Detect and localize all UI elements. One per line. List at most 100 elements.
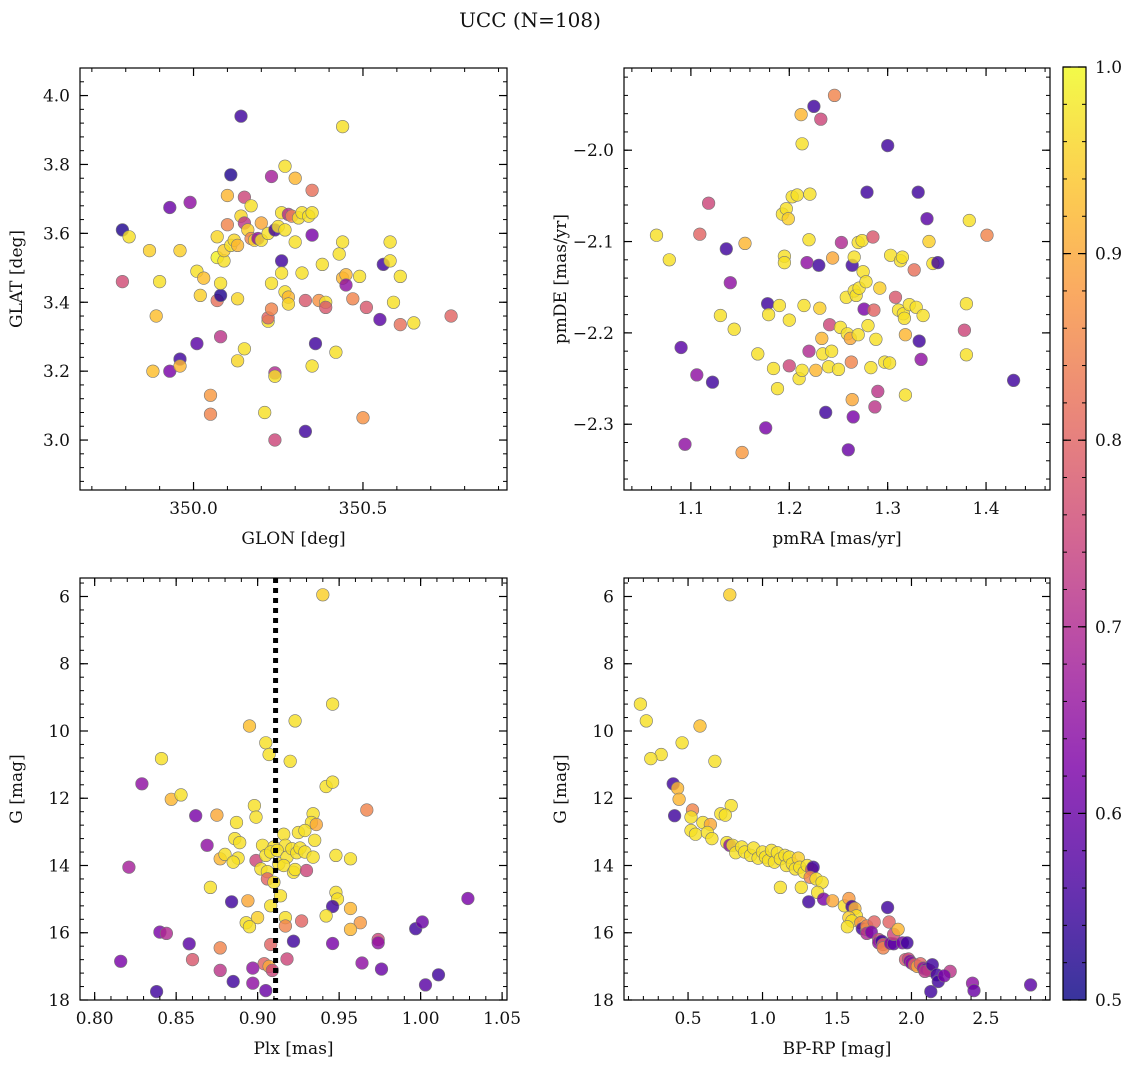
tr-points <box>649 88 1021 460</box>
scatter-point <box>231 354 245 368</box>
scatter-point <box>859 275 873 289</box>
scatter-point <box>316 588 330 602</box>
tl-axes-frame <box>79 67 508 491</box>
scatter-point <box>845 393 859 407</box>
scatter-point <box>639 714 653 728</box>
y-tick-label: −2.2 <box>573 324 614 344</box>
bl-axes-frame <box>79 577 508 1001</box>
scatter-point <box>766 361 781 376</box>
scatter-point <box>794 880 808 895</box>
scatter-point <box>246 961 260 975</box>
scatter-point <box>846 410 860 424</box>
colorbar-tick-label: 0.7 <box>1095 618 1122 638</box>
scatter-point <box>278 919 293 933</box>
scatter-point <box>861 319 875 333</box>
scatter-point <box>332 247 346 261</box>
scatter-point <box>831 362 846 377</box>
scatter-point <box>898 388 913 402</box>
scatter-point <box>371 936 385 950</box>
scatter-point <box>159 926 173 941</box>
scatter-point <box>662 253 676 267</box>
scatter-point <box>122 230 136 244</box>
scatter-point <box>718 808 732 822</box>
scatter-point <box>343 901 358 916</box>
tl-x-axis-label: GLON [deg] <box>241 529 345 549</box>
scatter-point <box>705 831 719 846</box>
scatter-point <box>185 952 200 967</box>
scatter-point <box>840 920 855 934</box>
y-tick-label: 3.6 <box>43 224 70 244</box>
scatter-point <box>880 900 895 915</box>
y-tick-label: 8 <box>603 655 614 675</box>
scatter-point <box>249 810 263 824</box>
scatter-point <box>254 216 268 230</box>
scatter-point <box>234 109 248 123</box>
br-x-axis-label: BP-RP [mag] <box>783 1039 892 1059</box>
scatter-point <box>444 309 458 323</box>
scatter-point <box>723 588 737 602</box>
scatter-point <box>242 920 257 934</box>
scatter-point <box>967 983 981 998</box>
scatter-point <box>298 293 313 308</box>
scatter-point <box>226 855 240 869</box>
scatter-point <box>308 337 323 351</box>
scatter-point <box>713 308 728 323</box>
y-tick-label: 4.0 <box>43 87 70 107</box>
x-tick-label: 1.05 <box>483 1009 521 1029</box>
scatter-point <box>912 334 926 348</box>
scatter-point <box>649 228 664 242</box>
scatter-point <box>897 311 912 325</box>
scatter-point <box>163 200 177 215</box>
scatter-point <box>308 833 322 847</box>
scatter-point <box>959 297 974 311</box>
scatter-point <box>275 254 289 268</box>
x-tick-label: 1.00 <box>402 1009 440 1029</box>
x-tick-label: 2.5 <box>972 1009 999 1029</box>
scatter-point <box>277 827 291 841</box>
x-tick-label: 0.80 <box>76 1009 114 1029</box>
x-tick-label: 0.95 <box>320 1009 358 1029</box>
scatter-point <box>751 347 765 361</box>
tl-points <box>115 109 458 447</box>
x-tick-label: 350.5 <box>339 499 388 519</box>
x-tick-label: 350.0 <box>169 499 218 519</box>
scatter-point <box>326 899 340 914</box>
scatter-point <box>283 754 297 768</box>
scatter-point <box>193 288 207 303</box>
scatter-point <box>814 112 828 126</box>
y-tick-label: 16 <box>592 924 614 944</box>
scatter-point <box>795 137 809 151</box>
colorbar-tick-label: 0.6 <box>1095 804 1122 824</box>
scatter-point <box>772 298 787 313</box>
y-tick-label: 3.8 <box>43 155 70 175</box>
y-tick-label: 16 <box>48 924 70 944</box>
scatter-point <box>203 880 217 895</box>
scatter-point <box>268 433 282 447</box>
scatter-point <box>688 827 703 841</box>
scatter-point <box>864 361 878 375</box>
scatter-point <box>644 751 658 766</box>
scatter-point <box>214 330 228 344</box>
bl-points <box>114 588 475 999</box>
scatter-point <box>280 952 294 966</box>
colorbar-tick-label: 0.9 <box>1095 245 1122 265</box>
scatter-point <box>268 369 282 383</box>
scatter-point <box>298 424 313 439</box>
scatter-point <box>815 331 829 346</box>
scatter-point <box>305 228 319 242</box>
colorbar-tick-label: 0.8 <box>1095 431 1122 451</box>
y-tick-label: 14 <box>592 856 614 876</box>
scatter-point <box>174 788 188 802</box>
scatter-point <box>415 915 429 929</box>
scatter-point <box>210 230 224 244</box>
scatter-point <box>773 880 788 895</box>
scatter-point <box>672 792 686 806</box>
scatter-point <box>154 751 169 766</box>
bl-y-axis-label: G [mag] <box>7 754 27 823</box>
scatter-point <box>278 159 292 173</box>
scatter-point <box>937 969 951 983</box>
scatter-point <box>802 344 816 358</box>
x-tick-label: 0.85 <box>157 1009 195 1029</box>
scatter-point <box>782 313 796 327</box>
x-tick-label: 1.1 <box>677 499 704 519</box>
